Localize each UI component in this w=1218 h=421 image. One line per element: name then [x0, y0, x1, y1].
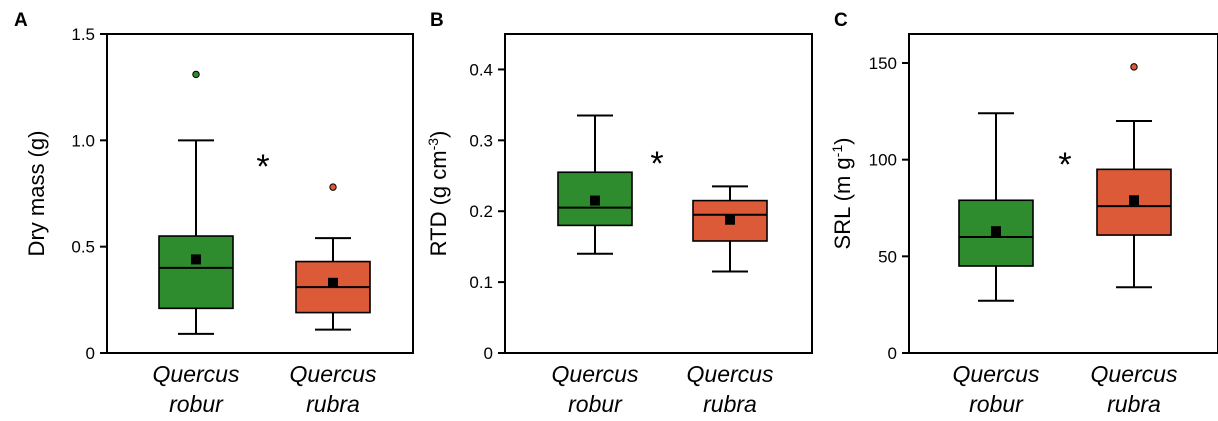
panel-b-ytick-label: 0.4 [469, 60, 493, 79]
panel-c-category-label-2-line2: rubra [1107, 391, 1161, 417]
panel-c-ytick-label: 50 [878, 247, 897, 266]
panel-b-ytick-label: 0.2 [469, 202, 493, 221]
panel-b-ytick-label: 0.1 [469, 273, 493, 292]
panel-c-plot-frame [908, 33, 1218, 354]
panel-a-box-2-mean-marker [328, 277, 338, 288]
panel-c-category-label-1-line2: robur [969, 391, 1024, 417]
panel-a-ytick-label: 0 [86, 344, 95, 363]
panel-c-ytick-label: 100 [869, 151, 897, 170]
panel-b-ytick-label: 0 [484, 344, 493, 363]
panel-c-significance-mark: * [1058, 146, 1071, 184]
panel-b-category-label-2-line2: rubra [703, 391, 757, 417]
panel-b-letter: B [430, 10, 444, 31]
panel-c-box-2-outlier [1130, 63, 1138, 71]
panel-a-significance-mark: * [256, 148, 269, 186]
panel-a-ytick-label: 1.0 [71, 131, 95, 150]
panel-c-ytick-label: 150 [869, 54, 897, 73]
panel-c-ylabel: SRL (m g-1) [829, 138, 855, 250]
panel-b-box-2-mean-marker [725, 214, 735, 225]
panel-c-box-2-mean-marker [1129, 195, 1139, 206]
panel-a-ytick-label: 1.5 [71, 25, 95, 44]
panel-b-box-1-mean-marker [590, 195, 600, 206]
panel-a-box-1-mean-marker [191, 254, 201, 265]
panel-a-category-label-2-line2: rubra [306, 391, 360, 417]
panel-a-category-label-2-line1: Quercus [290, 361, 377, 387]
panel-c-category-label-2-line1: Quercus [1091, 361, 1178, 387]
panel-b-significance-mark: * [650, 145, 663, 183]
panel-a-letter: A [14, 10, 28, 31]
panel-b-plot-frame [504, 33, 813, 354]
panel-c-box-1-mean-marker [991, 226, 1001, 237]
panel-c-letter: C [834, 10, 848, 31]
panel-a-category-label-1-line2: robur [169, 391, 224, 417]
panel-b-ytick-label: 0.3 [469, 131, 493, 150]
panel-a-box-1-iqr [158, 235, 234, 310]
panel-a-ylabel: Dry mass (g) [24, 131, 49, 257]
panel-b-category-label-2-line1: Quercus [687, 361, 774, 387]
panel-b-ylabel: RTD (g cm-3) [425, 131, 451, 257]
panel-a-box-2-outlier [329, 183, 337, 191]
panel-a-box-1-outlier [192, 70, 200, 79]
panel-c-category-label-1-line1: Quercus [953, 361, 1040, 387]
panel-c-ytick-label: 0 [888, 344, 897, 363]
panel-b-category-label-1-line1: Quercus [552, 361, 639, 387]
panel-b-category-label-1-line2: robur [568, 391, 623, 417]
panel-a-ytick-label: 0.5 [71, 238, 95, 257]
panel-a-category-label-1-line1: Quercus [153, 361, 240, 387]
panel-a-plot-frame [106, 33, 414, 354]
